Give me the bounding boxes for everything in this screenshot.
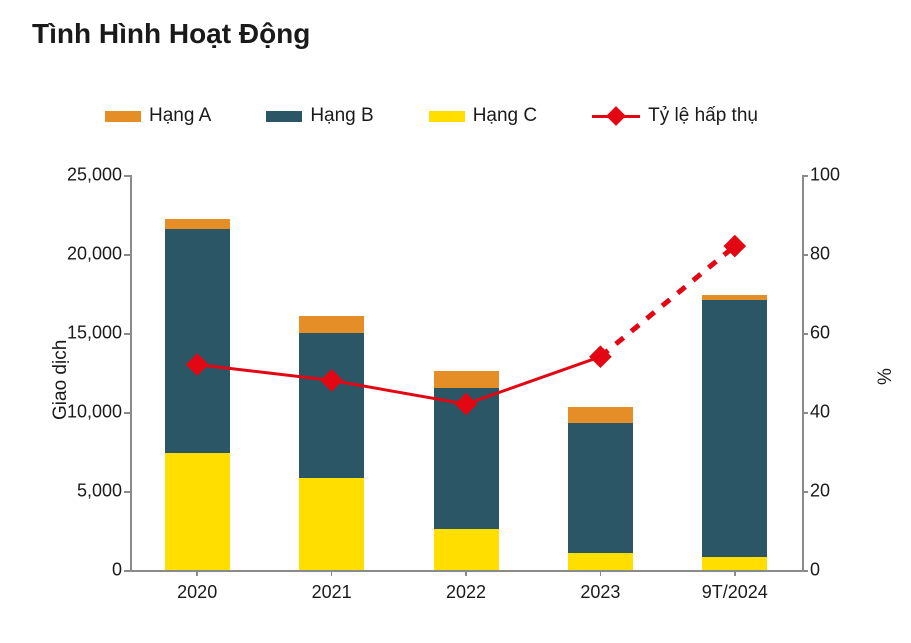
legend-label-c: Hạng C [473,105,537,127]
bar-seg-a [568,407,633,423]
legend-swatch-line [592,107,640,125]
bar-group [434,175,499,570]
bar-group [299,175,364,570]
absorption-line-solid [197,357,600,404]
x-tick-label: 2020 [177,582,217,603]
y-left-tick: 20,000 [67,244,122,265]
bar-seg-b [702,300,767,558]
bar-seg-c [568,553,633,570]
legend-swatch-a [105,111,141,122]
y-right-tick: 60 [810,323,830,344]
bar-seg-b [434,388,499,529]
y-left-tick: 10,000 [67,402,122,423]
x-tick-label: 2023 [580,582,620,603]
chart-title: Tình Hình Hoạt Động [32,18,310,50]
legend-item-line: Tỷ lệ hấp thụ [592,105,758,127]
y-right-axis-line [802,175,804,570]
x-tick-label: 2021 [312,582,352,603]
bar-group [702,175,767,570]
bar-seg-b [299,333,364,478]
y-right-tick: 20 [810,481,830,502]
y-left-tick: 0 [112,560,122,581]
y-right-tick: 80 [810,244,830,265]
bar-seg-b [568,423,633,553]
bar-seg-c [702,557,767,570]
legend-label-a: Hạng A [149,105,211,127]
bar-seg-a [702,295,767,300]
y-right-tick: 100 [810,165,840,186]
legend-swatch-b [266,111,302,122]
bar-seg-c [165,453,230,570]
y-right-tick: 0 [810,560,820,581]
x-tick-mark [465,570,467,576]
bar-group [165,175,230,570]
y-right-tick: 40 [810,402,830,423]
bar-seg-a [165,219,230,228]
legend-label-line: Tỷ lệ hấp thụ [648,105,758,127]
x-tick-label: 2022 [446,582,486,603]
y-right-tick-mark [802,570,808,572]
legend-swatch-c [429,111,465,122]
x-tick-mark [196,570,198,576]
plot-area: 05,00010,00015,00020,00025,0000204060801… [130,175,802,570]
x-tick-label: 9T/2024 [702,582,768,603]
y-left-axis-line [130,175,132,570]
legend-item-c: Hạng C [429,105,537,127]
legend-label-b: Hạng B [310,105,373,127]
y-left-tick: 15,000 [67,323,122,344]
y-left-tick-mark [124,570,130,572]
bar-seg-a [434,371,499,388]
bar-group [568,175,633,570]
y-axis-right-title: % [875,368,897,385]
legend: Hạng A Hạng B Hạng C Tỷ lệ hấp thụ [105,105,758,127]
y-left-tick: 25,000 [67,165,122,186]
bar-seg-c [299,478,364,570]
legend-item-b: Hạng B [266,105,373,127]
bar-seg-c [434,529,499,570]
bar-seg-b [165,229,230,453]
x-tick-mark [331,570,333,576]
x-tick-mark [600,570,602,576]
legend-item-a: Hạng A [105,105,211,127]
y-left-tick: 5,000 [77,481,122,502]
x-tick-mark [734,570,736,576]
bar-seg-a [299,316,364,333]
